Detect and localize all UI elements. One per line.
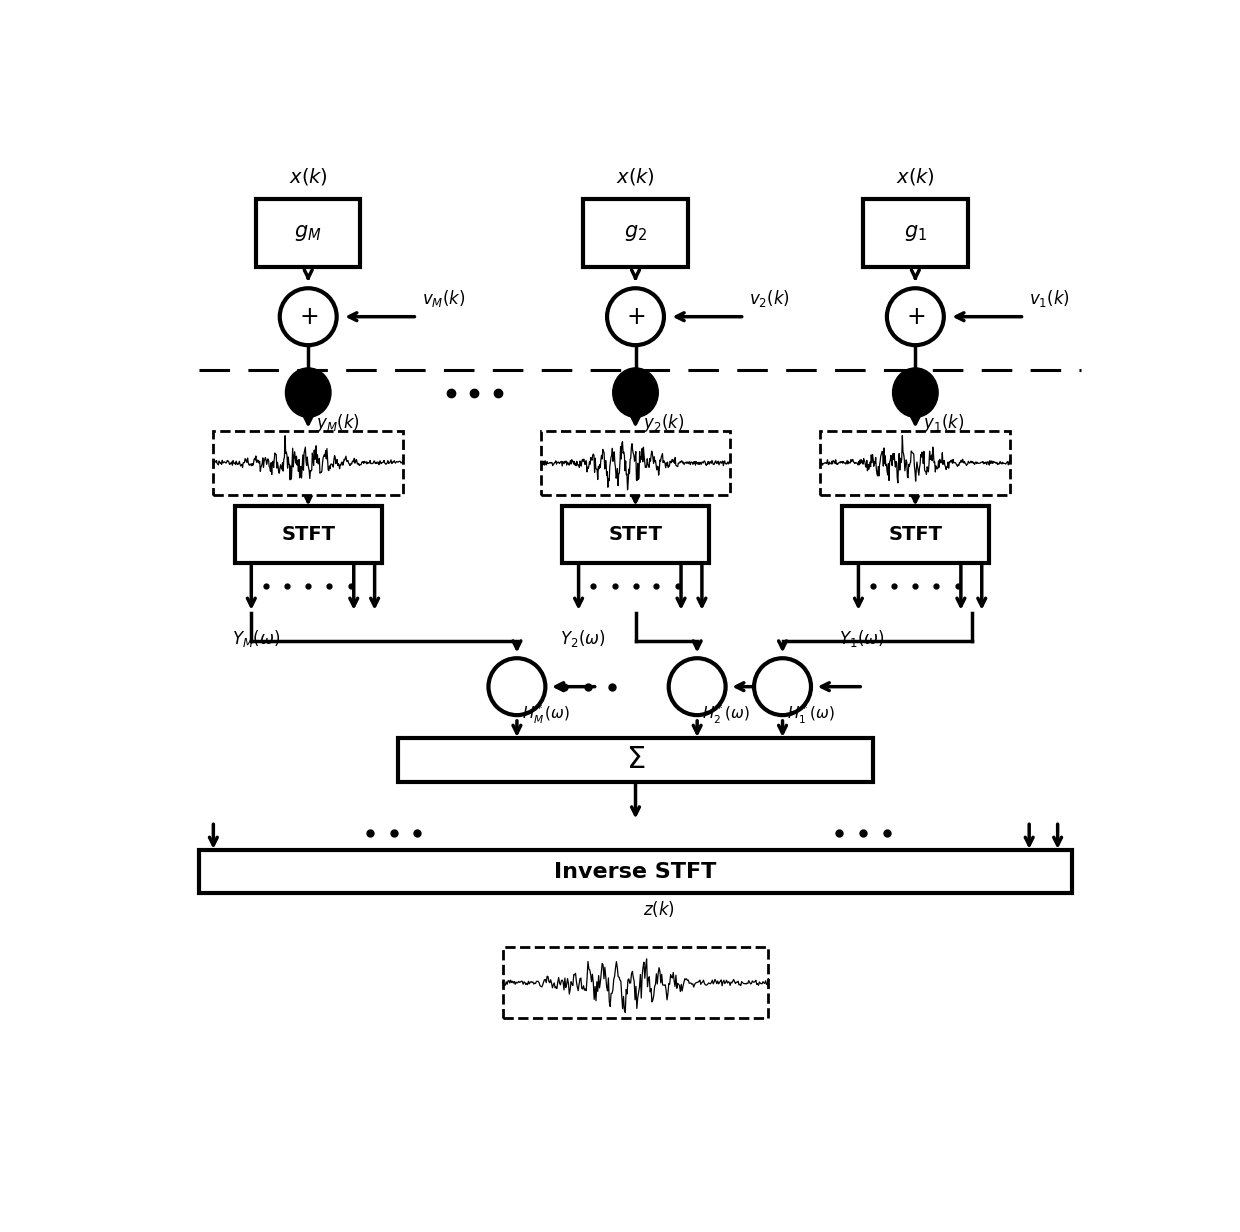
Text: STFT: STFT [609, 525, 662, 545]
Text: $+$: $+$ [905, 304, 925, 329]
Ellipse shape [613, 368, 658, 418]
Bar [398, 738, 873, 781]
Text: $g_1$: $g_1$ [904, 223, 928, 243]
Text: $H_M^*(\omega)$: $H_M^*(\omega)$ [522, 702, 569, 726]
Text: $Y_1(\omega)$: $Y_1(\omega)$ [839, 628, 885, 649]
Text: $H_2^*(\omega)$: $H_2^*(\omega)$ [702, 702, 750, 726]
Bar [234, 506, 382, 563]
Bar [200, 850, 1071, 893]
Text: $z(k)$: $z(k)$ [644, 899, 675, 919]
Text: $v_2(k)$: $v_2(k)$ [749, 288, 790, 309]
Text: $v_M(k)$: $v_M(k)$ [422, 288, 466, 309]
Ellipse shape [285, 368, 331, 418]
Text: $y_1(k)$: $y_1(k)$ [923, 411, 965, 434]
Text: $y_M(k)$: $y_M(k)$ [316, 411, 360, 434]
Text: $g_2$: $g_2$ [624, 223, 647, 243]
Ellipse shape [893, 368, 939, 418]
Circle shape [280, 288, 337, 345]
Text: $\Sigma$: $\Sigma$ [626, 745, 645, 774]
Circle shape [754, 658, 811, 715]
Text: $y_2(k)$: $y_2(k)$ [644, 411, 684, 434]
Bar [842, 506, 988, 563]
Circle shape [608, 288, 663, 345]
Text: $+$: $+$ [299, 304, 317, 329]
Bar [821, 430, 1011, 495]
Text: $x(k)$: $x(k)$ [895, 166, 935, 187]
Text: $Y_2(\omega)$: $Y_2(\omega)$ [559, 628, 605, 649]
Circle shape [489, 658, 546, 715]
Text: STFT: STFT [888, 525, 942, 545]
Text: STFT: STFT [281, 525, 335, 545]
Text: $x(k)$: $x(k)$ [616, 166, 655, 187]
Circle shape [668, 658, 725, 715]
Bar [562, 506, 709, 563]
Bar [541, 430, 730, 495]
Text: $x(k)$: $x(k)$ [289, 166, 327, 187]
Text: Inverse STFT: Inverse STFT [554, 861, 717, 882]
Bar [213, 430, 403, 495]
Text: $H_1^*(\omega)$: $H_1^*(\omega)$ [787, 702, 836, 726]
Bar [255, 200, 361, 267]
Text: $Y_M(\omega)$: $Y_M(\omega)$ [232, 628, 280, 649]
Text: $+$: $+$ [626, 304, 645, 329]
Bar [502, 947, 769, 1018]
Bar [583, 200, 688, 267]
Text: $g_M$: $g_M$ [294, 223, 322, 243]
Text: $v_1(k)$: $v_1(k)$ [1029, 288, 1070, 309]
Circle shape [887, 288, 944, 345]
Bar [863, 200, 967, 267]
